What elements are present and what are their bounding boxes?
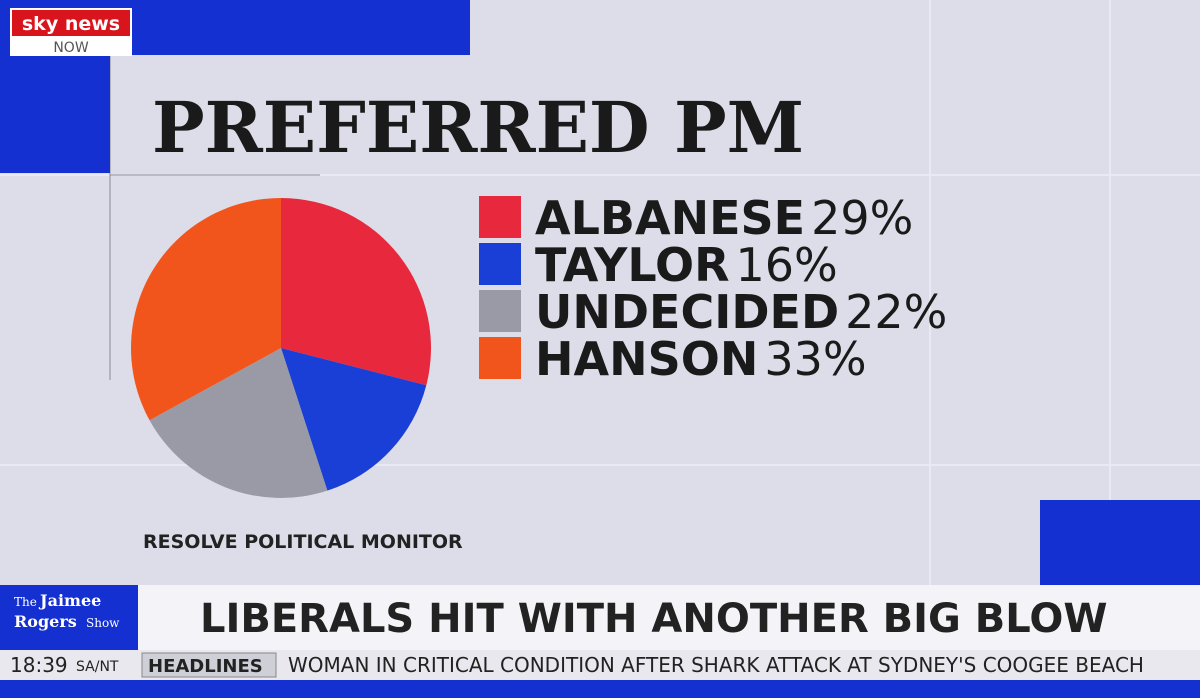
blue-block xyxy=(0,55,110,173)
ticker-label: HEADLINES xyxy=(148,656,263,677)
show-name: Jaimee xyxy=(38,591,101,610)
pie-slice xyxy=(149,348,328,498)
pie-slice xyxy=(281,198,431,386)
show-box xyxy=(0,585,138,650)
blue-block xyxy=(1040,500,1200,585)
legend-label: TAYLOR xyxy=(535,238,730,292)
value-label: 16% xyxy=(736,238,838,292)
legend-label: ALBANESE xyxy=(535,191,805,245)
legend-swatch xyxy=(479,337,521,379)
source: RESOLVE POLITICAL MONITOR xyxy=(143,531,463,553)
logo-tag: NOW xyxy=(53,40,88,56)
logo-red xyxy=(12,10,130,36)
show-name: Rogers xyxy=(14,612,77,631)
logo-brand: sky news xyxy=(22,13,120,35)
show-suffix: Show xyxy=(86,616,120,630)
value-label: 33% xyxy=(764,332,866,386)
pie-slice xyxy=(281,348,427,491)
headline: LIBERALS HIT WITH ANOTHER BIG BLOW xyxy=(200,596,1107,642)
region: SA/NT xyxy=(76,659,119,675)
pie xyxy=(130,198,431,498)
ticker-label-box xyxy=(141,652,277,678)
headline-bar xyxy=(0,585,1200,650)
time: 18:39 xyxy=(10,653,68,677)
legend-swatch xyxy=(479,243,521,285)
show-the: The xyxy=(14,595,37,609)
legend-label: HANSON xyxy=(535,332,758,386)
bottom-strip xyxy=(0,680,1200,698)
legend-swatch xyxy=(479,196,521,238)
legend-swatch xyxy=(479,290,521,332)
ticker-text: WOMAN IN CRITICAL CONDITION AFTER SHARK … xyxy=(288,653,1144,677)
chart-title: PREFERRED PM xyxy=(152,86,804,169)
value-label: 29% xyxy=(811,191,913,245)
legend-label: UNDECIDED xyxy=(535,285,839,339)
value-label: 22% xyxy=(845,285,947,339)
legend: ALBANESE 29% TAYLOR 16%UNDECIDED 22% HANSON 33… xyxy=(479,191,947,386)
pie-slice xyxy=(130,198,281,421)
